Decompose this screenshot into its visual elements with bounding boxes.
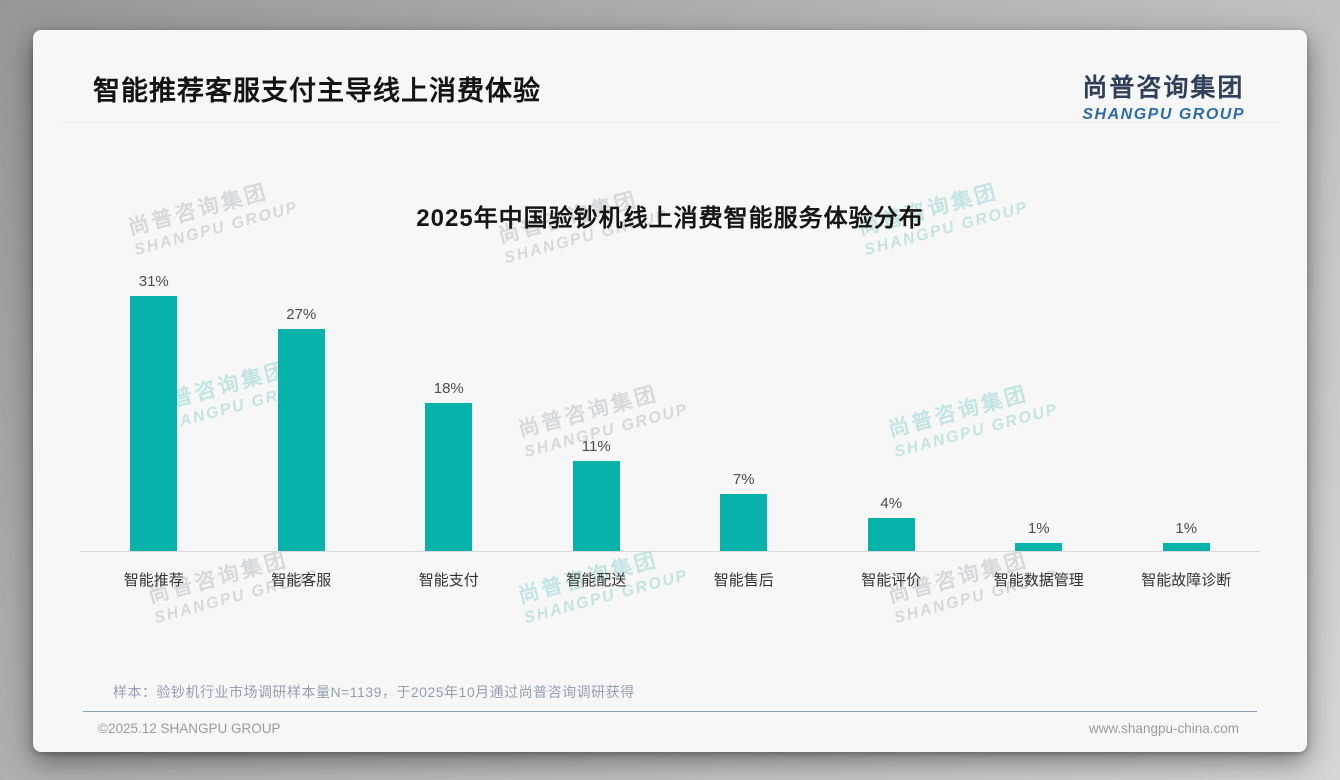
bar (277, 329, 325, 551)
bar-value-label: 11% (581, 438, 611, 455)
bar-column: 7% (670, 471, 818, 551)
chart-title: 2025年中国验钞机线上消费智能服务体验分布 (416, 205, 924, 232)
bar-value-label: 4% (880, 495, 903, 512)
website-url: www.shangpu-china.com (1088, 721, 1239, 736)
bar-column: 18% (375, 380, 523, 551)
bar-plot-area: 31% 27% 18% 11% 7% 4% 1% 1% (80, 273, 1261, 551)
copyright-text: ©2025.12 SHANGPU GROUP (98, 721, 281, 736)
bar-chart: 31% 27% 18% 11% 7% 4% 1% 1% 智能推荐 智能客服 智能支付 智能配送 智能售… (80, 273, 1261, 590)
bar (130, 296, 178, 551)
bar-value-label: 31% (138, 273, 169, 290)
header-divider (61, 122, 1279, 123)
bar-column: 27% (228, 306, 376, 551)
brand-logo-en: SHANGPU GROUP (1082, 106, 1245, 123)
sample-note: 样本：验钞机行业市场调研样本量N=1139，于2025年10月通过尚普咨询调研获… (113, 684, 635, 700)
bar-column: 11% (523, 438, 671, 551)
bar (1162, 543, 1210, 551)
bar (1015, 543, 1063, 551)
brand-logo-cn: 尚普咨询集团 (1082, 74, 1245, 102)
bar-value-label: 1% (1027, 520, 1050, 537)
bar (572, 461, 620, 551)
category-label: 智能售后 (713, 572, 774, 589)
category-label: 智能评价 (861, 572, 922, 589)
category-label: 智能推荐 (123, 572, 184, 589)
category-label: 智能配送 (566, 572, 627, 589)
bar-column: 1% (1113, 520, 1261, 551)
bar (867, 518, 915, 551)
bar-value-label: 1% (1175, 520, 1198, 537)
report-footer: ©2025.12 SHANGPU GROUP www.shangpu-china… (98, 721, 1239, 736)
footer-divider (83, 711, 1257, 712)
bar-value-label: 27% (286, 306, 317, 323)
bar-column: 1% (965, 520, 1113, 551)
category-axis-labels: 智能推荐 智能客服 智能支付 智能配送 智能售后 智能评价 智能数据管理 智能故障诊断 (80, 552, 1260, 590)
bar-column: 31% (80, 273, 228, 551)
x-axis-line (80, 551, 1260, 552)
category-label: 智能数据管理 (993, 572, 1084, 589)
bar-value-label: 7% (732, 471, 755, 488)
brand-logo: 尚普咨询集团 SHANGPU GROUP (1082, 68, 1245, 124)
category-label: 智能故障诊断 (1141, 572, 1232, 589)
category-label: 智能客服 (271, 572, 332, 589)
category-label: 智能支付 (418, 572, 479, 589)
bar (425, 403, 473, 551)
page-title: 智能推荐客服支付主导线上消费体验 (93, 76, 541, 106)
report-card: 尚普咨询集团 SHANGPU GROUP 尚普咨询集团 SHANGPU GROUP 尚普… (33, 30, 1307, 752)
report-header: 智能推荐客服支付主导线上消费体验 尚普咨询集团 SHANGPU GROUP (33, 30, 1307, 124)
bar-value-label: 18% (433, 380, 464, 397)
bar (720, 494, 768, 551)
bar-column: 4% (818, 495, 966, 551)
